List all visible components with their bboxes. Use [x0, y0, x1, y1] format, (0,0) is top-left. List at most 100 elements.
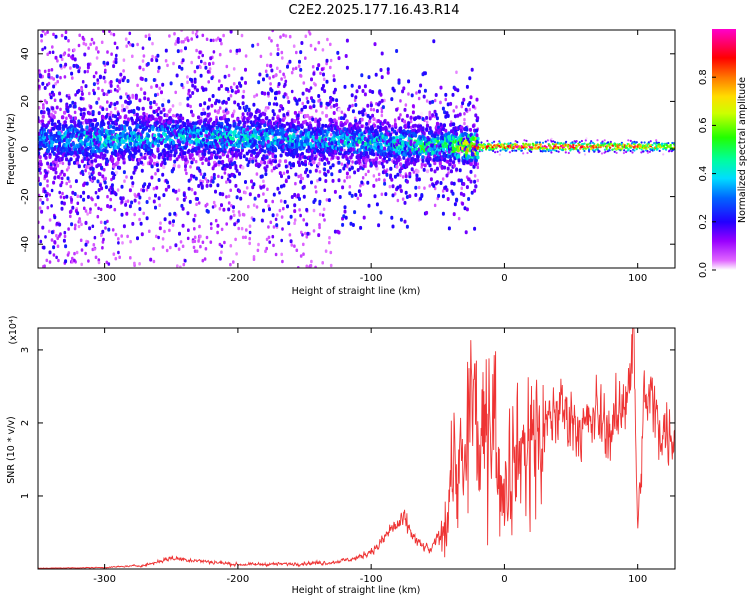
heatmap-cell — [47, 81, 51, 86]
heatmap-cell — [357, 85, 361, 90]
heatmap-cell — [114, 232, 118, 237]
heatmap-cell — [433, 134, 437, 139]
heatmap-cell — [229, 262, 232, 267]
heatmap-cell — [70, 197, 74, 202]
heatmap-cell — [389, 132, 393, 137]
heatmap-cell — [50, 238, 54, 242]
heatmap-cell — [199, 73, 203, 78]
heatmap-cell — [287, 175, 291, 180]
heatmap-cell — [92, 91, 96, 96]
heatmap-cell — [409, 119, 413, 124]
heatmap-cell — [386, 70, 390, 75]
heatmap-cell — [140, 77, 144, 81]
heatmap-cell — [56, 163, 60, 168]
heatmap-cell — [77, 88, 81, 93]
heatmap-cell — [144, 77, 148, 82]
heatmap-cell — [423, 71, 427, 76]
heatmap-cell — [102, 92, 106, 97]
heatmap-cell — [195, 202, 198, 206]
heatmap-cell — [419, 83, 423, 88]
heatmap-cell — [146, 61, 150, 66]
heatmap-cell — [302, 194, 306, 199]
heatmap-cell — [93, 235, 97, 240]
heatmap-cell — [336, 50, 340, 55]
heatmap-cell — [105, 149, 109, 154]
heatmap-cell — [390, 97, 394, 102]
heatmap-cell — [102, 155, 106, 160]
heatmap-cell — [395, 49, 399, 53]
heatmap-cell — [267, 225, 270, 229]
heatmap-cell — [340, 110, 344, 114]
heatmap-cell — [335, 102, 339, 107]
heatmap-cell — [151, 41, 154, 46]
heatmap-cell — [217, 99, 221, 104]
heatmap-cell — [221, 159, 225, 164]
heatmap-cell — [265, 116, 269, 120]
heatmap-cell — [42, 105, 45, 109]
heatmap-cell — [476, 162, 479, 166]
heatmap-cell — [218, 38, 222, 43]
heatmap-cell — [138, 217, 141, 222]
heatmap-cell — [193, 227, 196, 231]
heatmap-cell — [50, 143, 54, 148]
heatmap-cell — [153, 133, 157, 138]
heatmap-cell — [59, 98, 63, 103]
heatmap-cell — [252, 255, 256, 259]
heatmap-cell — [268, 150, 272, 155]
heatmap-cell — [108, 131, 112, 136]
heatmap-cell — [68, 179, 71, 184]
heatmap-cell — [120, 199, 124, 204]
heatmap-cell — [102, 237, 105, 242]
heatmap-cell — [229, 215, 233, 220]
heatmap-cell — [441, 189, 445, 193]
heatmap-cell — [401, 197, 405, 201]
heatmap-cell — [240, 226, 244, 231]
heatmap-cell — [290, 89, 294, 94]
heatmap-cell — [211, 179, 215, 184]
heatmap-cell — [100, 166, 104, 171]
heatmap-cell — [343, 205, 347, 210]
heatmap-cell — [281, 128, 285, 133]
heatmap-cell — [425, 210, 429, 215]
heatmap-cell — [156, 112, 160, 117]
heatmap-cell — [220, 124, 223, 129]
heatmap-cell — [293, 203, 297, 208]
heatmap-cell — [227, 97, 231, 101]
heatmap-cell — [168, 156, 172, 161]
heatmap-cell — [270, 169, 274, 173]
heatmap-cell — [306, 173, 310, 178]
heatmap-cell — [323, 167, 327, 172]
heatmap-cell — [189, 104, 192, 109]
heatmap-cell — [201, 240, 205, 244]
heatmap-cell — [120, 184, 124, 189]
heatmap-cell — [98, 155, 102, 159]
heatmap-cell — [343, 113, 347, 118]
heatmap-cell — [196, 65, 199, 70]
heatmap-cell — [179, 240, 183, 244]
heatmap-cell — [55, 221, 59, 226]
heatmap-cell — [96, 214, 100, 219]
heatmap-cell — [350, 193, 354, 198]
heatmap-cell — [122, 69, 125, 73]
heatmap-cell — [148, 128, 151, 133]
heatmap-cell — [181, 244, 185, 248]
heatmap-cell — [341, 154, 345, 159]
heatmap-cell — [76, 201, 80, 205]
heatmap-cell — [312, 99, 316, 104]
heatmap-cell — [117, 7, 120, 11]
heatmap-cell — [59, 75, 62, 80]
heatmap-cell — [101, 119, 105, 124]
heatmap-cell — [204, 87, 208, 92]
heatmap-cell — [209, 38, 213, 43]
heatmap-cell — [417, 177, 421, 182]
heatmap-cell — [116, 188, 120, 192]
heatmap-cell — [259, 54, 263, 59]
heatmap-cell — [118, 115, 122, 120]
heatmap-cell — [214, 163, 217, 168]
heatmap-cell — [151, 116, 155, 121]
heatmap-cell — [184, 46, 187, 51]
heatmap-cell — [89, 105, 93, 109]
heatmap-cell — [120, 104, 125, 108]
heatmap-cell — [201, 33, 205, 38]
heatmap-cell — [155, 185, 159, 190]
